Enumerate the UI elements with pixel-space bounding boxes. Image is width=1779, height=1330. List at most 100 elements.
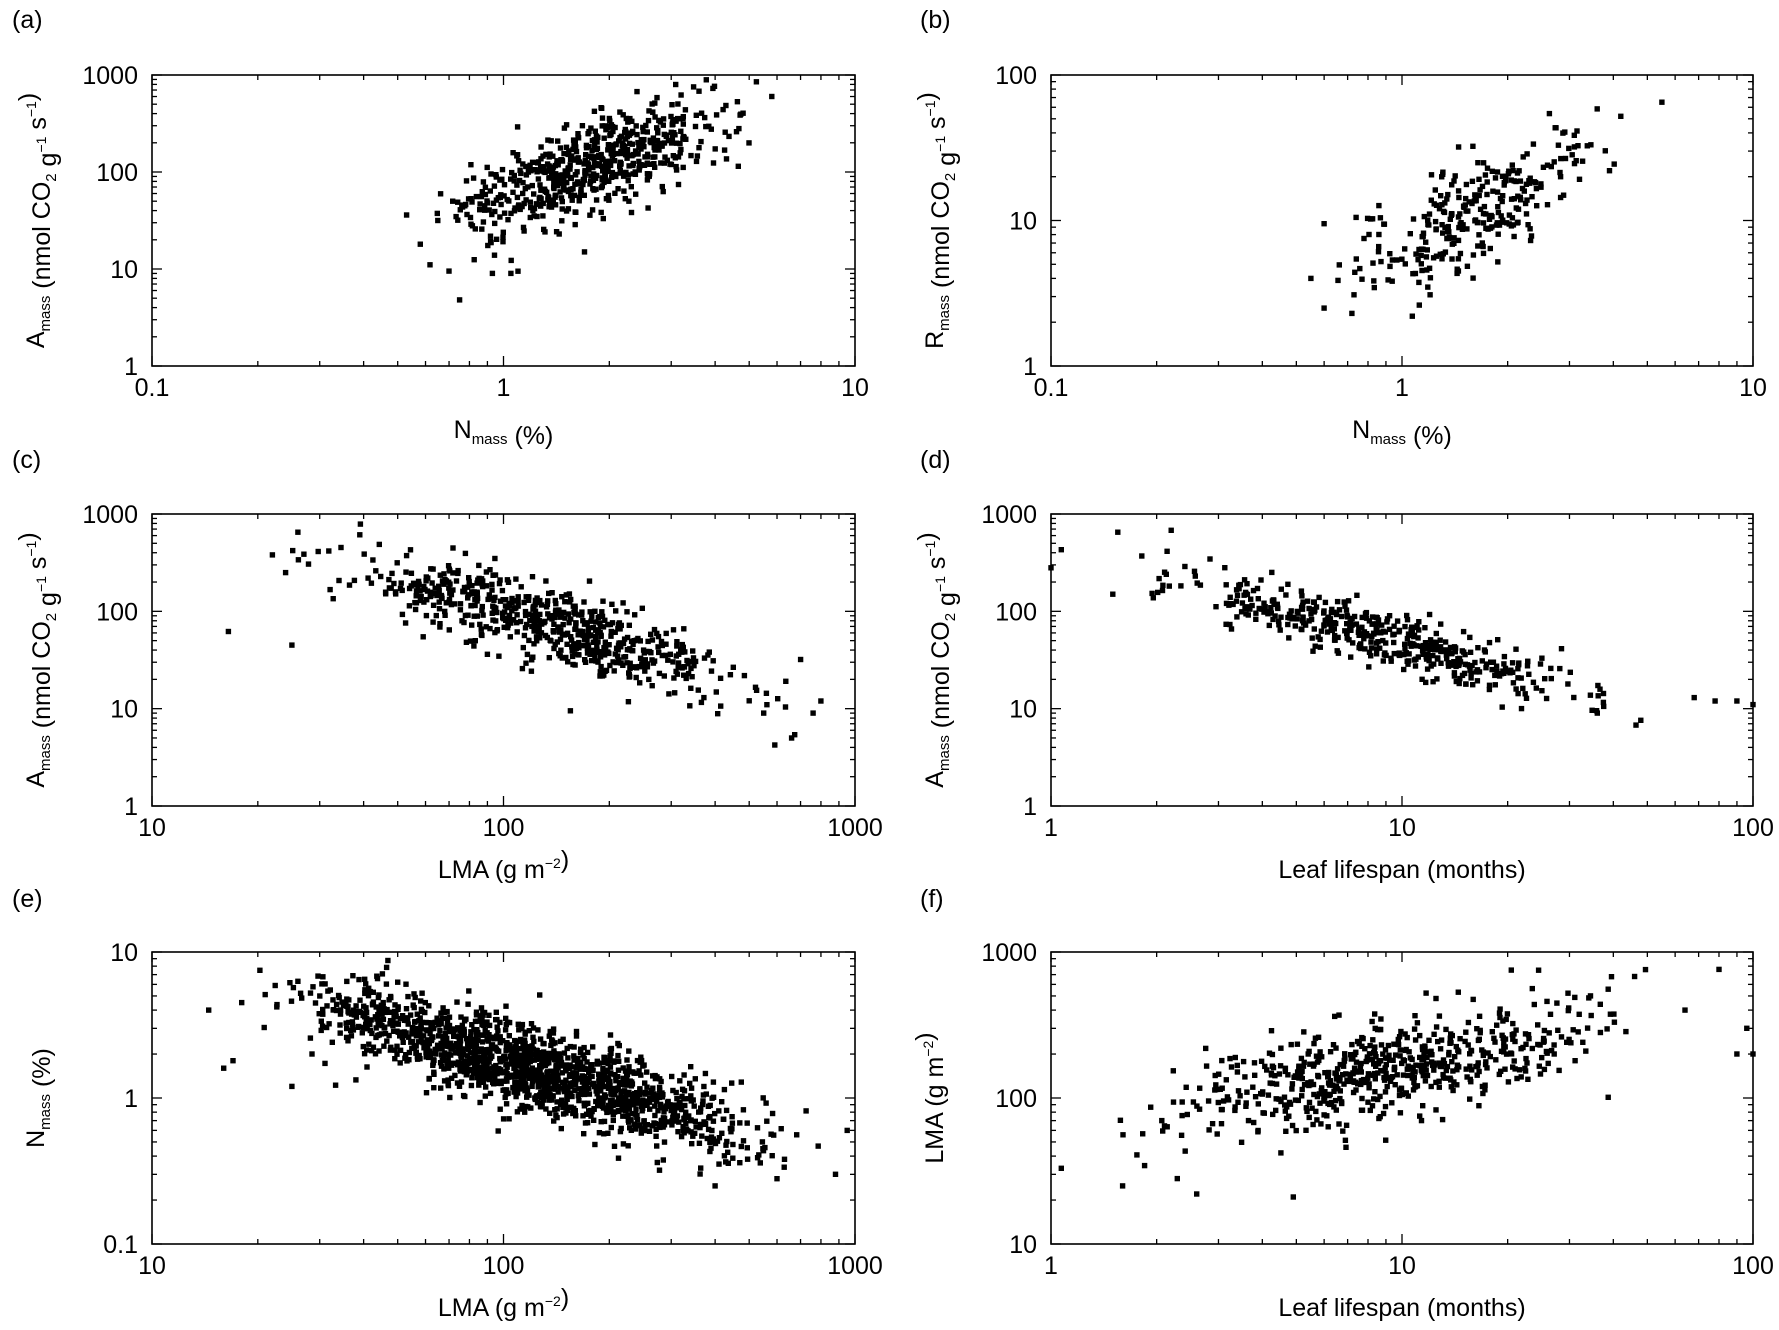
data-point bbox=[330, 1007, 336, 1013]
data-point bbox=[646, 1128, 653, 1134]
data-point bbox=[1380, 628, 1386, 634]
data-point bbox=[615, 1155, 622, 1161]
data-point bbox=[578, 186, 584, 193]
data-point bbox=[1192, 573, 1198, 579]
data-point bbox=[563, 1077, 569, 1083]
data-point bbox=[1369, 621, 1375, 627]
data-point bbox=[548, 138, 554, 144]
data-point bbox=[1425, 217, 1431, 223]
data-point bbox=[450, 198, 456, 204]
data-point bbox=[1232, 1104, 1238, 1110]
data-point bbox=[1438, 193, 1444, 199]
data-point bbox=[1384, 1055, 1390, 1061]
data-point bbox=[1235, 1099, 1241, 1105]
data-point bbox=[1402, 261, 1408, 267]
data-point bbox=[675, 181, 682, 188]
data-point bbox=[1341, 1081, 1347, 1087]
data-point bbox=[330, 997, 336, 1003]
data-point bbox=[651, 1096, 657, 1103]
data-point bbox=[1386, 613, 1393, 619]
data-point bbox=[1380, 1110, 1387, 1117]
data-point bbox=[1499, 1032, 1505, 1038]
data-point bbox=[1395, 1036, 1401, 1043]
data-point bbox=[458, 1060, 464, 1066]
data-point bbox=[446, 585, 452, 591]
data-point bbox=[1298, 1055, 1305, 1062]
data-point bbox=[416, 581, 422, 587]
data-point bbox=[1159, 1117, 1165, 1124]
data-point bbox=[483, 583, 490, 589]
data-point bbox=[1254, 585, 1261, 592]
data-point bbox=[1412, 1013, 1418, 1019]
data-point bbox=[559, 218, 565, 224]
data-point bbox=[376, 992, 382, 998]
data-point bbox=[1311, 626, 1317, 632]
data-point bbox=[713, 689, 719, 695]
data-point bbox=[1481, 203, 1488, 210]
data-point bbox=[1716, 966, 1722, 973]
data-point bbox=[544, 1070, 550, 1076]
data-point bbox=[1359, 1079, 1365, 1086]
data-point bbox=[427, 262, 433, 268]
data-point bbox=[370, 557, 376, 563]
data-point bbox=[1587, 692, 1594, 698]
data-point bbox=[336, 577, 342, 584]
data-point bbox=[1330, 1042, 1337, 1048]
data-point bbox=[383, 981, 390, 987]
data-point bbox=[746, 140, 752, 146]
data-point bbox=[441, 1009, 448, 1015]
data-point bbox=[1557, 194, 1564, 201]
data-point bbox=[485, 242, 491, 249]
data-point bbox=[644, 661, 651, 667]
data-point bbox=[583, 145, 590, 151]
data-point bbox=[1533, 185, 1540, 192]
data-point bbox=[484, 1019, 490, 1025]
data-point bbox=[450, 545, 456, 551]
data-point bbox=[518, 584, 524, 590]
data-point bbox=[1265, 1092, 1272, 1098]
data-point bbox=[461, 1026, 467, 1033]
data-point bbox=[1433, 630, 1439, 637]
data-point bbox=[1476, 176, 1482, 182]
data-point bbox=[1475, 1063, 1481, 1069]
data-point bbox=[597, 654, 604, 660]
x-tick-label: 100 bbox=[483, 1252, 525, 1280]
data-point bbox=[1258, 577, 1264, 583]
data-point bbox=[668, 140, 675, 146]
data-point bbox=[504, 1071, 510, 1077]
data-point bbox=[1160, 582, 1166, 588]
data-point bbox=[1405, 1093, 1411, 1099]
data-point bbox=[541, 1060, 548, 1066]
data-point bbox=[1463, 1066, 1469, 1072]
data-point bbox=[1566, 145, 1572, 152]
data-point bbox=[441, 1066, 447, 1072]
data-point bbox=[588, 173, 594, 179]
data-point bbox=[506, 1116, 512, 1122]
data-point bbox=[501, 193, 507, 199]
data-point bbox=[221, 1065, 227, 1071]
data-point bbox=[652, 1103, 658, 1109]
data-point bbox=[543, 151, 549, 158]
data-point bbox=[588, 1113, 594, 1119]
data-point bbox=[379, 971, 386, 977]
data-point bbox=[563, 1062, 569, 1068]
data-point bbox=[1544, 998, 1550, 1005]
data-point bbox=[1389, 1074, 1396, 1080]
data-point bbox=[639, 1108, 645, 1114]
data-point bbox=[1429, 1059, 1435, 1065]
data-point bbox=[550, 1076, 556, 1082]
data-point bbox=[1543, 695, 1550, 702]
data-point bbox=[1306, 1048, 1312, 1055]
data-point bbox=[1514, 220, 1521, 226]
data-point bbox=[690, 648, 696, 654]
data-point bbox=[484, 164, 490, 171]
data-point bbox=[1453, 678, 1459, 685]
data-point bbox=[1302, 622, 1309, 628]
data-point bbox=[471, 1050, 478, 1056]
data-point bbox=[423, 1054, 429, 1060]
data-point bbox=[504, 1064, 510, 1070]
data-point bbox=[1496, 1071, 1502, 1078]
data-point bbox=[1558, 646, 1565, 652]
data-point bbox=[437, 1060, 444, 1066]
